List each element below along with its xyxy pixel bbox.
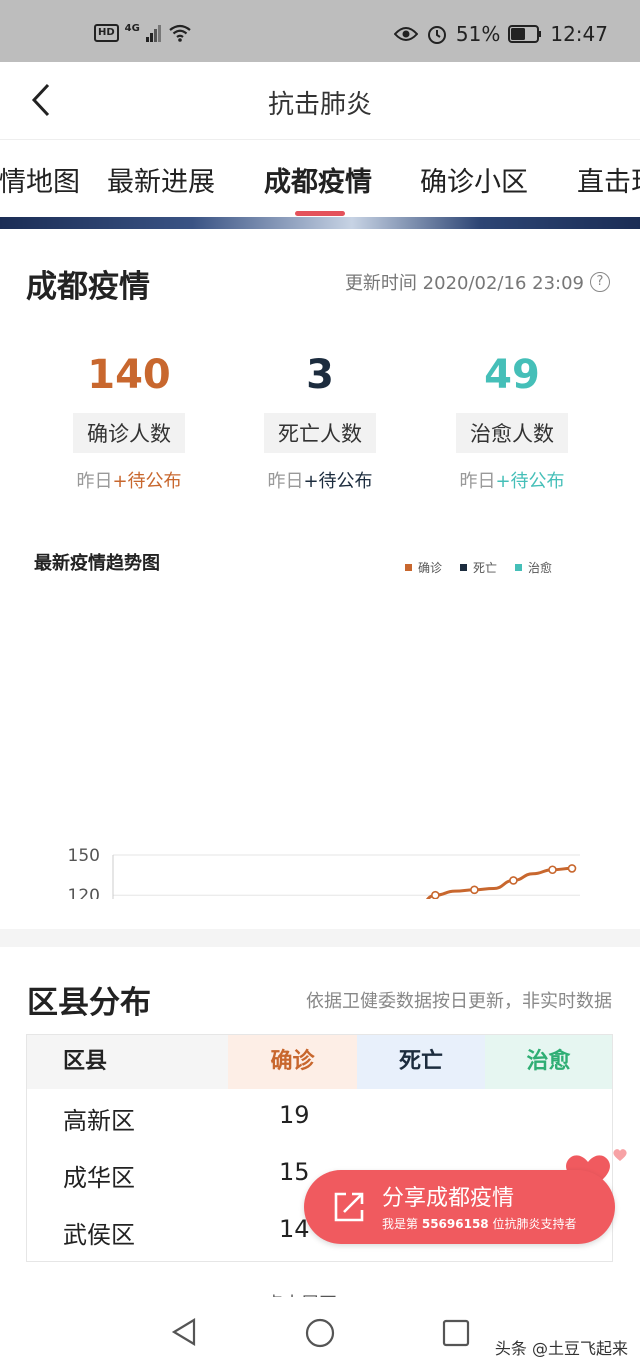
help-icon[interactable]: ?: [590, 272, 610, 292]
app-header: 抗击肺炎: [0, 62, 640, 140]
nav-home-icon[interactable]: [305, 1318, 335, 1348]
clock: 12:47: [550, 22, 608, 46]
district-name: 武侯区: [63, 1221, 135, 1249]
confirmed-count: 14: [279, 1215, 310, 1243]
data-point[interactable]: [509, 876, 518, 885]
chart-legend: 确诊 死亡 治愈: [405, 559, 552, 576]
summary-card: 成都疫情 更新时间 2020/02/16 23:09 ? 140 确诊人数 昨日…: [0, 229, 640, 929]
yesterday-value: +待公布: [112, 471, 182, 492]
data-point[interactable]: [567, 864, 577, 873]
stat-label: 确诊人数: [73, 413, 185, 453]
tab-latest-progress[interactable]: 最新进展: [107, 167, 215, 198]
share-button[interactable]: 分享成都疫情 我是第 55696158 位抗肺炎支持者: [304, 1170, 615, 1244]
legend-item-confirmed[interactable]: 确诊: [405, 559, 442, 576]
status-bar: HD 4G 51% 12:47: [0, 0, 640, 62]
legend-item-recovered[interactable]: 治愈: [515, 559, 552, 576]
yesterday-prefix: 昨日: [76, 471, 113, 492]
data-point[interactable]: [431, 890, 440, 899]
header-recovered[interactable]: 治愈: [485, 1035, 612, 1089]
tab-chengdu-epidemic[interactable]: 成都疫情: [264, 167, 372, 198]
stat-confirmed: 140 确诊人数 昨日+待公布: [34, 351, 224, 493]
district-name: 成华区: [63, 1164, 135, 1192]
eye-icon: [393, 27, 418, 41]
y-tick-label: 150: [68, 846, 100, 866]
tab-epidemic-map[interactable]: 疫情地图: [0, 167, 80, 198]
page-title: 抗击肺炎: [267, 90, 372, 120]
tab-confirmed-communities[interactable]: 确诊小区: [420, 167, 528, 198]
stat-label: 治愈人数: [456, 413, 568, 453]
battery-percent: 51%: [455, 22, 501, 46]
update-time: 更新时间 2020/02/16 23:09 ?: [345, 269, 610, 295]
yesterday-value: +待公布: [303, 471, 373, 492]
stat-recovered: 49 治愈人数 昨日+待公布: [417, 351, 607, 493]
section-title: 区县分布: [27, 985, 151, 1021]
yesterday-value: +待公布: [495, 471, 565, 492]
header-confirmed[interactable]: 确诊: [228, 1035, 357, 1089]
district-note: 依据卫健委数据按日更新，非实时数据: [306, 991, 612, 1012]
data-point[interactable]: [548, 865, 557, 875]
district-table: 区县 确诊 死亡 治愈 高新区 19 成华区 15 武侯区 14: [26, 1034, 613, 1262]
stat-yesterday: 昨日+待公布: [417, 467, 607, 493]
y-tick-label: 120: [68, 886, 100, 899]
tab-live-scene[interactable]: 直击现场: [577, 167, 640, 198]
header-district[interactable]: 区县: [27, 1035, 228, 1089]
share-icon: [334, 1192, 364, 1222]
table-row[interactable]: 成华区 15: [27, 1146, 612, 1203]
hd-badge: HD: [94, 24, 119, 42]
district-section: 区县分布 依据卫健委数据按日更新，非实时数据 区县 确诊 死亡 治愈 高新区 1…: [0, 947, 640, 1297]
signal-icon: [145, 25, 161, 42]
stat-yesterday: 昨日+待公布: [225, 467, 415, 493]
yesterday-prefix: 昨日: [459, 471, 496, 492]
network-label: 4G: [124, 22, 140, 34]
wifi-icon: [169, 24, 191, 42]
banner-strip: [0, 217, 640, 229]
watermark: 头条 @土豆飞起来: [494, 1339, 628, 1358]
stat-value: 140: [87, 352, 171, 398]
district-name: 高新区: [63, 1107, 135, 1135]
section-gap: [0, 929, 640, 947]
stat-yesterday: 昨日+待公布: [34, 467, 224, 493]
table-header: 区县 确诊 死亡 治愈: [27, 1035, 612, 1089]
nav-recent-icon[interactable]: [442, 1319, 470, 1347]
confirmed-count: 19: [279, 1101, 310, 1129]
active-tab-indicator: [295, 211, 345, 216]
battery-icon: [508, 25, 542, 43]
stat-label: 死亡人数: [264, 413, 376, 453]
system-nav-bar: [0, 1297, 640, 1369]
share-title: 分享成都疫情: [382, 1186, 515, 1211]
series-line-0: [425, 866, 573, 899]
table-row[interactable]: 武侯区 14: [27, 1203, 612, 1260]
data-point[interactable]: [470, 885, 479, 895]
stat-value: 3: [306, 352, 334, 398]
header-deaths[interactable]: 死亡: [357, 1035, 485, 1089]
yesterday-prefix: 昨日: [267, 471, 304, 492]
legend-item-deaths[interactable]: 死亡: [460, 559, 497, 576]
alarm-icon: [427, 26, 446, 44]
section-title: 成都疫情: [26, 269, 150, 305]
stat-deaths: 3 死亡人数 昨日+待公布: [225, 351, 415, 493]
confirmed-count: 15: [279, 1158, 310, 1186]
stat-value: 49: [484, 352, 540, 398]
back-arrow-icon[interactable]: [28, 82, 58, 118]
nav-back-icon[interactable]: [170, 1317, 198, 1347]
share-subtitle: 我是第 55696158 位抗肺炎支持者: [382, 1217, 577, 1231]
update-time-label: 更新时间 2020/02/16 23:09: [344, 273, 584, 294]
trend-chart: 030609012015001.2301.2501.2701.2901.3102…: [68, 846, 580, 899]
tab-bar: 疫情地图 最新进展 成都疫情 确诊小区 直击现场: [0, 140, 640, 218]
table-row[interactable]: 高新区 19: [27, 1089, 612, 1146]
chart-title: 最新疫情趋势图: [34, 553, 160, 574]
